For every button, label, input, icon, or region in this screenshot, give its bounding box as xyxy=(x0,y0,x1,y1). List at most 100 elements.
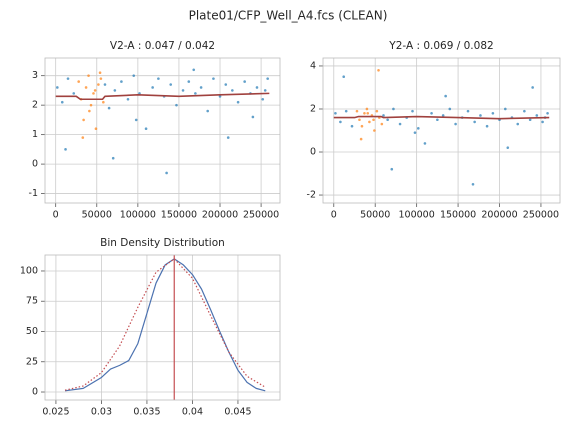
scatter-point xyxy=(192,68,196,72)
scatter-point xyxy=(366,111,370,115)
x-tick-label: 0.03 xyxy=(91,407,112,418)
x-tick-label: 200000 xyxy=(481,210,517,221)
scatter-point xyxy=(506,146,510,150)
scatter-point xyxy=(531,86,534,89)
scatter-point xyxy=(187,80,191,83)
scatter-point xyxy=(89,103,93,107)
scatter-point xyxy=(485,124,489,128)
scatter-point xyxy=(523,109,526,113)
y-tick-label: -1 xyxy=(29,188,38,199)
scatter-point xyxy=(103,83,107,86)
scatter-point xyxy=(151,86,154,89)
scatter-point xyxy=(441,114,445,117)
scatter-point xyxy=(97,83,100,86)
scatter-point xyxy=(358,118,361,122)
scatter-point xyxy=(92,92,95,95)
scatter-point xyxy=(372,118,375,122)
scatter-point xyxy=(87,74,90,77)
scatter-point xyxy=(342,75,346,79)
scatter-point xyxy=(226,136,230,139)
scatter-point xyxy=(504,107,507,111)
plot-area xyxy=(55,68,270,175)
scatter-point xyxy=(212,77,215,80)
line-series xyxy=(64,258,266,392)
scatter-point xyxy=(339,120,342,124)
y-tick-label: 100 xyxy=(20,265,38,276)
x-tick-label: 0.035 xyxy=(133,407,160,418)
scatter-point xyxy=(516,122,520,126)
scatter-point xyxy=(266,77,269,80)
scatter-point xyxy=(81,136,85,139)
scatter-point xyxy=(454,122,457,126)
scatter-point xyxy=(84,86,88,89)
panel-title: V2-A : 0.047 / 0.042 xyxy=(110,40,215,52)
x-tick-label: 100000 xyxy=(120,210,156,221)
scatter-point xyxy=(373,129,376,132)
scatter-point xyxy=(107,106,111,110)
scatter-point xyxy=(175,103,178,107)
axes-frame xyxy=(44,57,281,204)
scatter-point xyxy=(66,77,70,80)
scatter-point xyxy=(473,120,476,124)
x-tick-label: 100000 xyxy=(399,210,435,221)
line-series xyxy=(333,115,550,120)
scatter-point xyxy=(157,77,160,80)
scatter-point xyxy=(430,111,433,115)
x-tick-label: 0.045 xyxy=(224,407,251,418)
x-tick-label: 50000 xyxy=(82,210,112,221)
scatter-point xyxy=(448,107,452,111)
panel: Bin Density Distribution 0.025 0.03 0.035 0.… xyxy=(20,237,281,418)
y-tick-label: -2 xyxy=(307,190,316,201)
scatter-point xyxy=(398,122,402,126)
scatter-point xyxy=(350,124,354,128)
scatter-point xyxy=(138,92,141,95)
scatter-point xyxy=(334,111,337,115)
scatter-point xyxy=(444,94,447,98)
scatter-point xyxy=(491,111,495,115)
scatter-point xyxy=(64,148,67,151)
axes-frame xyxy=(44,254,281,401)
x-tick-label: 250000 xyxy=(523,210,559,221)
scatter-point xyxy=(344,109,348,113)
scatter-point xyxy=(126,97,130,101)
scatter-point xyxy=(111,156,115,160)
scatter-point xyxy=(359,137,363,141)
y-tick-label: 0 xyxy=(32,387,38,398)
y-tick-label: 2 xyxy=(32,100,38,111)
scatter-point xyxy=(471,182,475,186)
scatter-point xyxy=(355,109,359,113)
scatter-point xyxy=(56,86,59,89)
plot-area xyxy=(64,255,266,400)
scatter-point xyxy=(144,127,148,131)
scatter-point xyxy=(375,109,379,113)
scatter-point xyxy=(535,114,539,117)
scatter-point xyxy=(541,120,544,124)
y-tick-label: 50 xyxy=(26,326,38,337)
scatter-point xyxy=(377,68,380,72)
scatter-point xyxy=(528,118,532,122)
scatter-point xyxy=(263,89,267,92)
scatter-point xyxy=(99,77,103,80)
scatter-point xyxy=(255,86,259,89)
scatter-point xyxy=(251,115,255,119)
y-tick-label: 0 xyxy=(32,159,38,170)
scatter-point xyxy=(231,89,234,92)
scatter-point xyxy=(98,71,102,75)
x-tick-label: 0 xyxy=(53,210,59,221)
scatter-point xyxy=(368,120,371,124)
y-tick-label: 1 xyxy=(32,129,38,140)
scatter-point xyxy=(113,89,117,92)
scatter-point xyxy=(134,118,138,122)
scatter-point xyxy=(169,83,173,86)
scatter-point xyxy=(411,109,414,113)
line-series xyxy=(55,92,270,101)
x-tick-label: 200000 xyxy=(202,210,238,221)
scatter-point xyxy=(132,74,136,77)
scatter-point xyxy=(261,97,265,101)
scatter-point xyxy=(94,127,98,131)
scatter-point xyxy=(423,142,427,145)
axes-frame xyxy=(322,57,561,204)
scatter-point xyxy=(479,114,482,117)
scatter-point xyxy=(392,107,395,111)
